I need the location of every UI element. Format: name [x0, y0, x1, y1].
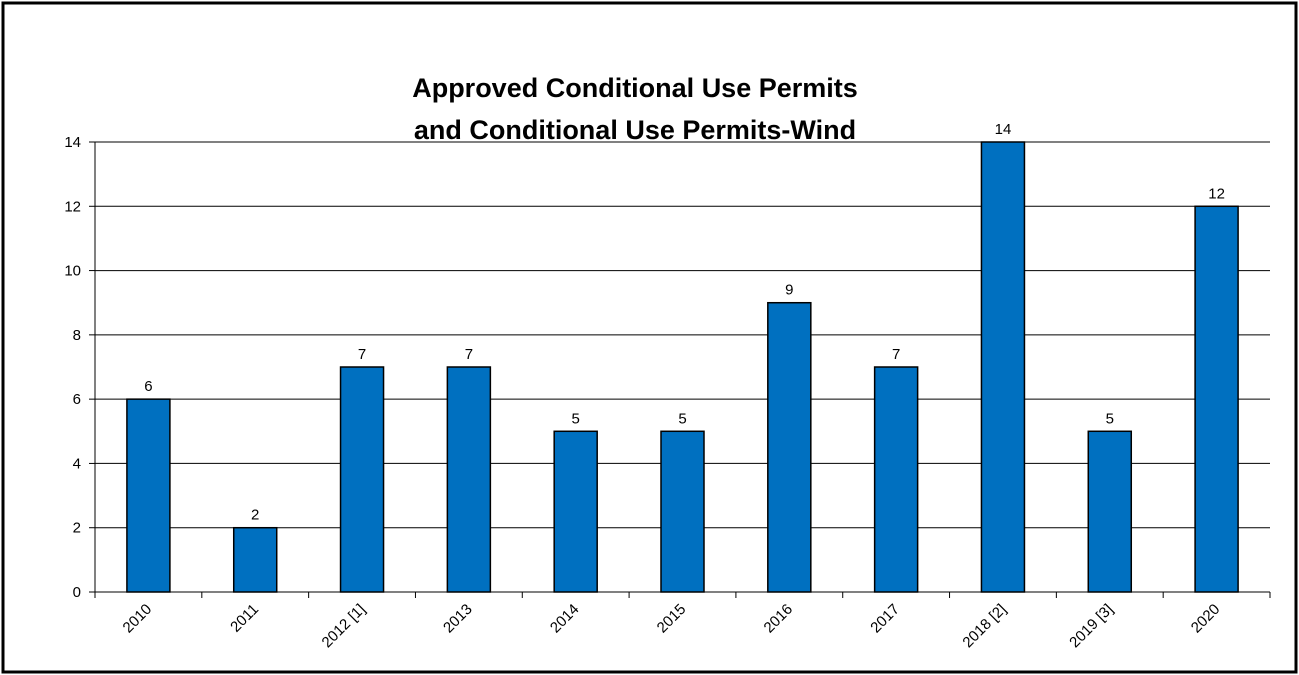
data-label: 7	[358, 346, 366, 363]
bar	[553, 430, 598, 593]
y-tick-label: 2	[73, 520, 81, 537]
bar	[980, 141, 1026, 593]
bar	[232, 526, 278, 593]
data-label: 5	[678, 410, 686, 427]
bar	[660, 430, 705, 593]
data-label: 6	[144, 378, 152, 395]
data-label: 14	[995, 121, 1012, 138]
data-label: 5	[1106, 410, 1114, 427]
y-tick-label: 12	[64, 198, 81, 215]
bar	[767, 301, 812, 593]
data-label: 9	[785, 282, 793, 299]
y-tick-label: 8	[73, 327, 81, 344]
bar	[873, 366, 919, 593]
bar	[339, 366, 385, 593]
chart-title: and Conditional Use Permits-Wind	[414, 115, 856, 145]
y-tick-label: 4	[73, 455, 81, 472]
y-tick-label: 6	[73, 391, 81, 408]
data-label: 7	[465, 346, 473, 363]
bar	[1087, 430, 1133, 593]
data-label: 7	[892, 346, 900, 363]
bar	[1194, 205, 1239, 593]
bar	[126, 398, 171, 593]
y-tick-label: 10	[64, 263, 81, 280]
y-tick-label: 14	[64, 134, 81, 151]
bar	[446, 366, 492, 593]
y-tick-label: 0	[73, 584, 81, 601]
data-label: 2	[251, 507, 259, 524]
chart-title: Approved Conditional Use Permits	[412, 73, 858, 103]
data-label: 12	[1208, 185, 1225, 202]
data-label: 5	[572, 410, 580, 427]
